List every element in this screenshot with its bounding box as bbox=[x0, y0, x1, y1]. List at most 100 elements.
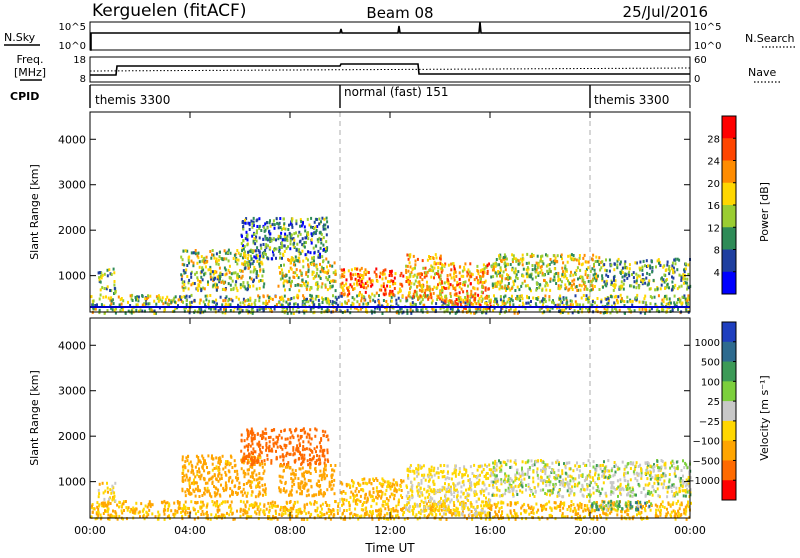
echo-cell bbox=[391, 274, 393, 277]
echo-cell bbox=[326, 265, 328, 268]
echo-cell bbox=[269, 440, 271, 443]
echo-cell bbox=[502, 302, 504, 305]
echo-cell bbox=[190, 276, 192, 279]
echo-cell bbox=[514, 279, 516, 282]
echo-cell bbox=[311, 295, 313, 298]
echo-cell bbox=[522, 505, 524, 508]
echo-cell bbox=[304, 236, 306, 239]
echo-cell bbox=[289, 453, 291, 456]
echo-cell bbox=[436, 286, 438, 289]
echo-cell bbox=[202, 504, 204, 507]
echo-cell bbox=[287, 228, 289, 231]
echo-cell bbox=[225, 303, 227, 306]
echo-cell bbox=[391, 270, 393, 273]
echo-cell bbox=[434, 261, 436, 264]
echo-cell bbox=[438, 276, 440, 279]
echo-cell bbox=[328, 300, 330, 303]
echo-cell bbox=[167, 509, 169, 512]
echo-cell bbox=[387, 303, 389, 306]
echo-cell bbox=[243, 501, 245, 504]
echo-cell bbox=[358, 279, 360, 282]
echo-cell bbox=[233, 272, 235, 275]
echo-cell bbox=[665, 279, 667, 282]
echo-cell bbox=[571, 284, 573, 287]
echo-cell bbox=[253, 217, 255, 220]
echo-cell bbox=[531, 511, 533, 514]
echo-cell bbox=[658, 294, 660, 297]
echo-cell bbox=[254, 437, 256, 440]
echo-cell bbox=[291, 489, 293, 492]
echo-cell bbox=[379, 308, 381, 311]
echo-cell bbox=[570, 509, 572, 512]
echo-cell bbox=[534, 264, 536, 267]
echo-cell bbox=[256, 218, 258, 221]
echo-cell bbox=[330, 280, 332, 283]
echo-cell bbox=[513, 509, 515, 512]
echo-cell bbox=[546, 270, 548, 273]
echo-cell bbox=[671, 511, 673, 514]
echo-cell bbox=[248, 480, 250, 483]
echo-cell bbox=[537, 509, 539, 512]
echo-cell bbox=[246, 243, 248, 246]
echo-cell bbox=[215, 262, 217, 265]
echo-cell bbox=[495, 506, 497, 509]
echo-cell bbox=[356, 284, 358, 287]
echo-cell bbox=[247, 238, 249, 241]
echo-cell bbox=[441, 282, 443, 285]
echo-cell bbox=[222, 501, 224, 504]
echo-cell bbox=[448, 264, 450, 267]
echo-cell bbox=[668, 272, 670, 275]
echo-cell bbox=[233, 287, 235, 290]
echo-cell bbox=[472, 273, 474, 276]
echo-cell bbox=[440, 258, 442, 261]
echo-cell bbox=[270, 462, 272, 465]
echo-cell bbox=[322, 298, 324, 301]
echo-cell bbox=[254, 299, 256, 302]
echo-cell bbox=[306, 436, 308, 439]
echo-cell bbox=[302, 237, 304, 240]
echo-cell bbox=[255, 236, 257, 239]
echo-cell bbox=[437, 270, 439, 273]
echo-cell bbox=[293, 276, 295, 279]
echo-cell bbox=[322, 450, 324, 453]
echo-cell bbox=[101, 303, 103, 306]
echo-cell bbox=[135, 502, 137, 505]
echo-cell bbox=[410, 309, 412, 312]
echo-cell bbox=[410, 265, 412, 268]
echo-cell bbox=[307, 489, 309, 492]
echo-cell bbox=[243, 483, 245, 486]
echo-cell bbox=[280, 298, 282, 301]
echo-cell bbox=[496, 274, 498, 277]
echo-cell bbox=[321, 492, 323, 495]
echo-cell bbox=[178, 507, 180, 510]
echo-cell bbox=[326, 504, 328, 507]
echo-cell bbox=[413, 255, 415, 258]
echo-cell bbox=[193, 479, 195, 482]
echo-cell bbox=[216, 252, 218, 255]
echo-cell bbox=[284, 444, 286, 447]
echo-cell bbox=[628, 271, 630, 274]
echo-cell bbox=[441, 286, 443, 289]
echo-cell bbox=[494, 282, 496, 285]
echo-cell bbox=[270, 436, 272, 439]
echo-cell bbox=[677, 510, 679, 513]
echo-cell bbox=[529, 288, 531, 291]
echo-cell bbox=[299, 452, 301, 455]
echo-cell bbox=[563, 502, 565, 505]
echo-cell bbox=[268, 230, 270, 233]
echo-cell bbox=[235, 280, 237, 283]
echo-cell bbox=[136, 508, 138, 511]
echo-cell bbox=[96, 303, 98, 306]
echo-cell bbox=[100, 294, 102, 297]
echo-cell bbox=[179, 503, 181, 506]
echo-cell bbox=[219, 478, 221, 481]
echo-cell bbox=[218, 515, 220, 518]
echo-cell bbox=[328, 504, 330, 507]
echo-cell bbox=[199, 260, 201, 263]
echo-cell bbox=[586, 261, 588, 264]
echo-cell bbox=[263, 252, 265, 255]
echo-cell bbox=[308, 471, 310, 474]
echo-cell bbox=[228, 282, 230, 285]
nave-tick-bottom: 0 bbox=[694, 74, 700, 85]
